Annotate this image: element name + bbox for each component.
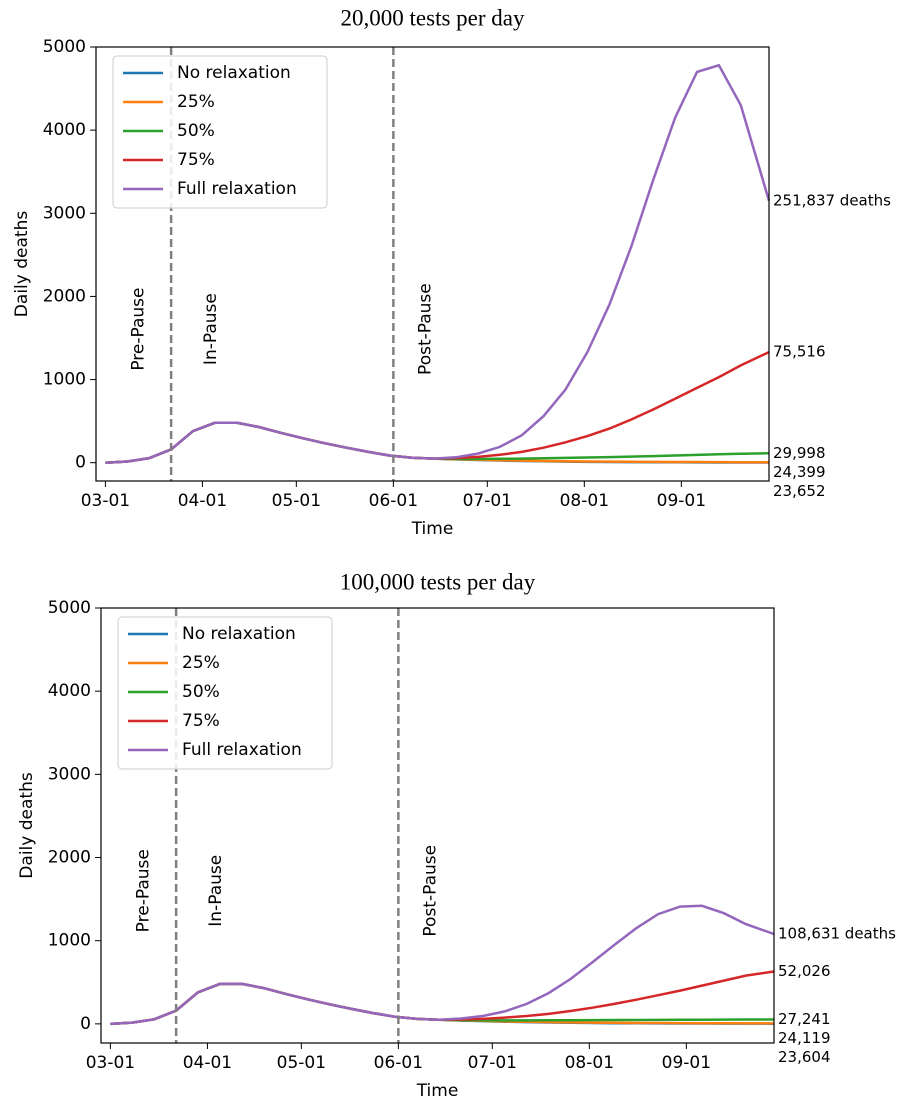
x-tick-label: 07-01 [468, 1053, 517, 1073]
phase-label: In-Pause [201, 293, 221, 365]
chart-title: 20,000 tests per day [341, 5, 525, 30]
legend-label: 50% [182, 682, 220, 702]
x-axis-label: Time [411, 519, 454, 539]
series-line [110, 982, 775, 1026]
x-tick-label: 03-01 [86, 1053, 135, 1073]
y-tick-label: 3000 [48, 764, 91, 784]
x-tick-label: 09-01 [657, 491, 706, 511]
x-axis-label: Time [416, 1081, 459, 1099]
y-axis-label: Daily deaths [17, 772, 37, 879]
y-tick-label: 2000 [43, 286, 86, 306]
y-axis-label: Daily deaths [12, 211, 32, 318]
phase-label: Post-Pause [420, 845, 440, 937]
series-line [105, 63, 771, 464]
legend-label: 75% [182, 711, 220, 731]
plot-frame [95, 46, 770, 482]
y-tick-label: 1000 [43, 370, 86, 390]
end-label: 23,604 [778, 1048, 831, 1066]
legend-label: 25% [177, 92, 215, 112]
end-label: 27,241 [778, 1010, 831, 1028]
phase-label: Post-Pause [415, 283, 435, 375]
x-tick-label: 09-01 [662, 1053, 711, 1073]
series-line [105, 350, 770, 464]
x-tick-label: 05-01 [272, 491, 321, 511]
x-tick-label: 06-01 [369, 491, 418, 511]
legend-label: 50% [177, 121, 215, 141]
x-tick-label: 08-01 [560, 491, 609, 511]
legend-label: Full relaxation [177, 179, 297, 199]
series-line [105, 421, 770, 464]
series-line [110, 982, 774, 1026]
y-tick-label: 5000 [48, 598, 91, 618]
y-tick-label: 0 [75, 453, 86, 473]
legend-label: No relaxation [177, 63, 291, 83]
legend-label: 25% [182, 653, 220, 673]
x-tick-label: 03-01 [81, 491, 130, 511]
end-label: 52,026 [778, 962, 831, 980]
end-label: 108,631 deaths [778, 925, 896, 943]
x-tick-label: 04-01 [178, 491, 227, 511]
plot-frame [100, 607, 775, 1044]
end-label: 29,998 [773, 444, 826, 462]
y-tick-label: 2000 [48, 848, 91, 868]
legend-box [112, 55, 328, 209]
end-label: 23,652 [773, 482, 826, 500]
end-label: 75,516 [773, 343, 826, 361]
y-tick-label: 4000 [43, 120, 86, 140]
legend-label: 75% [177, 150, 215, 170]
y-tick-label: 5000 [43, 37, 86, 57]
series-line [110, 982, 774, 1026]
x-tick-label: 04-01 [183, 1053, 232, 1073]
legend-label: Full relaxation [182, 740, 302, 760]
y-tick-label: 3000 [43, 203, 86, 223]
end-label: 24,399 [773, 463, 826, 481]
series-line [110, 970, 775, 1026]
x-tick-label: 08-01 [565, 1053, 614, 1073]
chart-title: 100,000 tests per day [340, 569, 536, 594]
phase-label: Pre-Pause [128, 288, 148, 371]
y-tick-label: 4000 [48, 681, 91, 701]
x-tick-label: 07-01 [463, 491, 512, 511]
phase-label: Pre-Pause [133, 849, 153, 932]
end-label: 24,119 [778, 1029, 831, 1047]
x-tick-label: 05-01 [277, 1053, 326, 1073]
phase-label: In-Pause [206, 855, 226, 927]
series-line [110, 904, 775, 1026]
x-tick-label: 06-01 [374, 1053, 423, 1073]
y-tick-label: 1000 [48, 931, 91, 951]
y-tick-label: 0 [80, 1014, 91, 1034]
end-label: 251,837 deaths [773, 191, 891, 209]
legend-label: No relaxation [182, 624, 296, 644]
legend-box [117, 616, 333, 770]
